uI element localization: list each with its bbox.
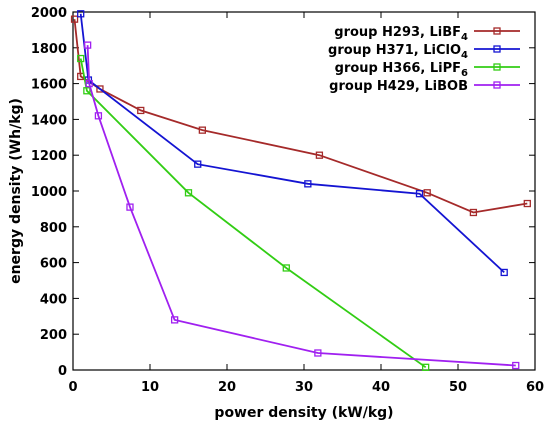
x-axis-ticks: 0 10 20 30 40 50 60 [68, 12, 544, 395]
legend-entry-1: group H293, LiBF4 [334, 25, 520, 43]
x-tick-label: 0 [68, 380, 77, 395]
series-1 [70, 15, 531, 217]
y-tick-label: 1000 [31, 185, 67, 200]
series-layer [70, 10, 531, 371]
legend-label: group H371, LiClO4 [328, 43, 468, 61]
legend-label: group H429, LiBOB [329, 79, 468, 94]
data-point [77, 54, 85, 63]
data-point [85, 79, 93, 88]
data-point [314, 349, 322, 357]
data-point [126, 203, 134, 211]
x-tick-label: 60 [526, 380, 544, 395]
data-point [96, 85, 104, 93]
legend-label: group H366, LiPF6 [335, 61, 468, 79]
legend-subscript: 4 [461, 50, 468, 61]
data-point [304, 180, 312, 188]
data-point [70, 15, 79, 23]
x-tick-label: 10 [141, 380, 159, 395]
data-point [94, 112, 103, 120]
data-point [77, 10, 85, 18]
y-tick-label: 600 [40, 257, 67, 272]
series-line [79, 58, 427, 369]
data-point [282, 264, 290, 272]
data-point [194, 160, 202, 168]
x-axis-title: power density (kW/kg) [214, 405, 393, 421]
data-point [422, 363, 430, 371]
x-tick-label: 30 [295, 380, 313, 395]
y-tick-label: 1800 [31, 42, 67, 57]
data-point [423, 189, 431, 197]
y-tick-label: 1200 [31, 149, 67, 164]
data-point [170, 316, 179, 324]
legend-label: group H293, LiBF4 [334, 25, 468, 43]
legend-entry-3: group H366, LiPF6 [335, 61, 520, 79]
series-line [86, 45, 516, 367]
legend-entry-4: group H429, LiBOB [329, 79, 520, 94]
data-point [83, 41, 92, 49]
series-line [79, 13, 505, 274]
x-tick-label: 20 [218, 380, 236, 395]
legend-subscript: 6 [461, 68, 468, 79]
legend-marker [493, 45, 501, 53]
legend-marker [493, 63, 501, 71]
data-point [198, 126, 207, 134]
y-tick-label: 200 [40, 328, 67, 343]
series-3 [77, 54, 430, 371]
legend-marker [493, 27, 501, 35]
data-point [512, 361, 520, 370]
data-point [83, 87, 91, 95]
data-point [523, 199, 531, 208]
y-tick-label: 400 [40, 292, 67, 307]
data-point [137, 106, 145, 115]
y-axis-title: energy density (Wh/kg) [8, 98, 24, 284]
series-2 [77, 10, 508, 277]
legend-marker [493, 81, 501, 89]
legend-entry-2: group H371, LiClO4 [328, 43, 520, 61]
data-point [315, 151, 324, 159]
data-point [184, 189, 193, 197]
data-point [469, 208, 478, 217]
y-tick-label: 1600 [31, 78, 67, 93]
data-point [415, 190, 424, 198]
x-tick-label: 40 [372, 380, 390, 395]
data-point [500, 268, 508, 277]
legend-subscript: 4 [461, 32, 468, 43]
y-tick-label: 2000 [31, 6, 67, 21]
series-4 [83, 41, 520, 370]
y-axis-ticks: 0 200 400 600 800 1000 1200 1400 1600 1800 2000 [31, 6, 535, 379]
y-tick-label: 1400 [31, 113, 67, 128]
y-tick-label: 0 [58, 364, 67, 379]
plot-frame [72, 11, 536, 371]
x-tick-label: 50 [449, 380, 467, 395]
y-tick-label: 800 [40, 221, 67, 236]
